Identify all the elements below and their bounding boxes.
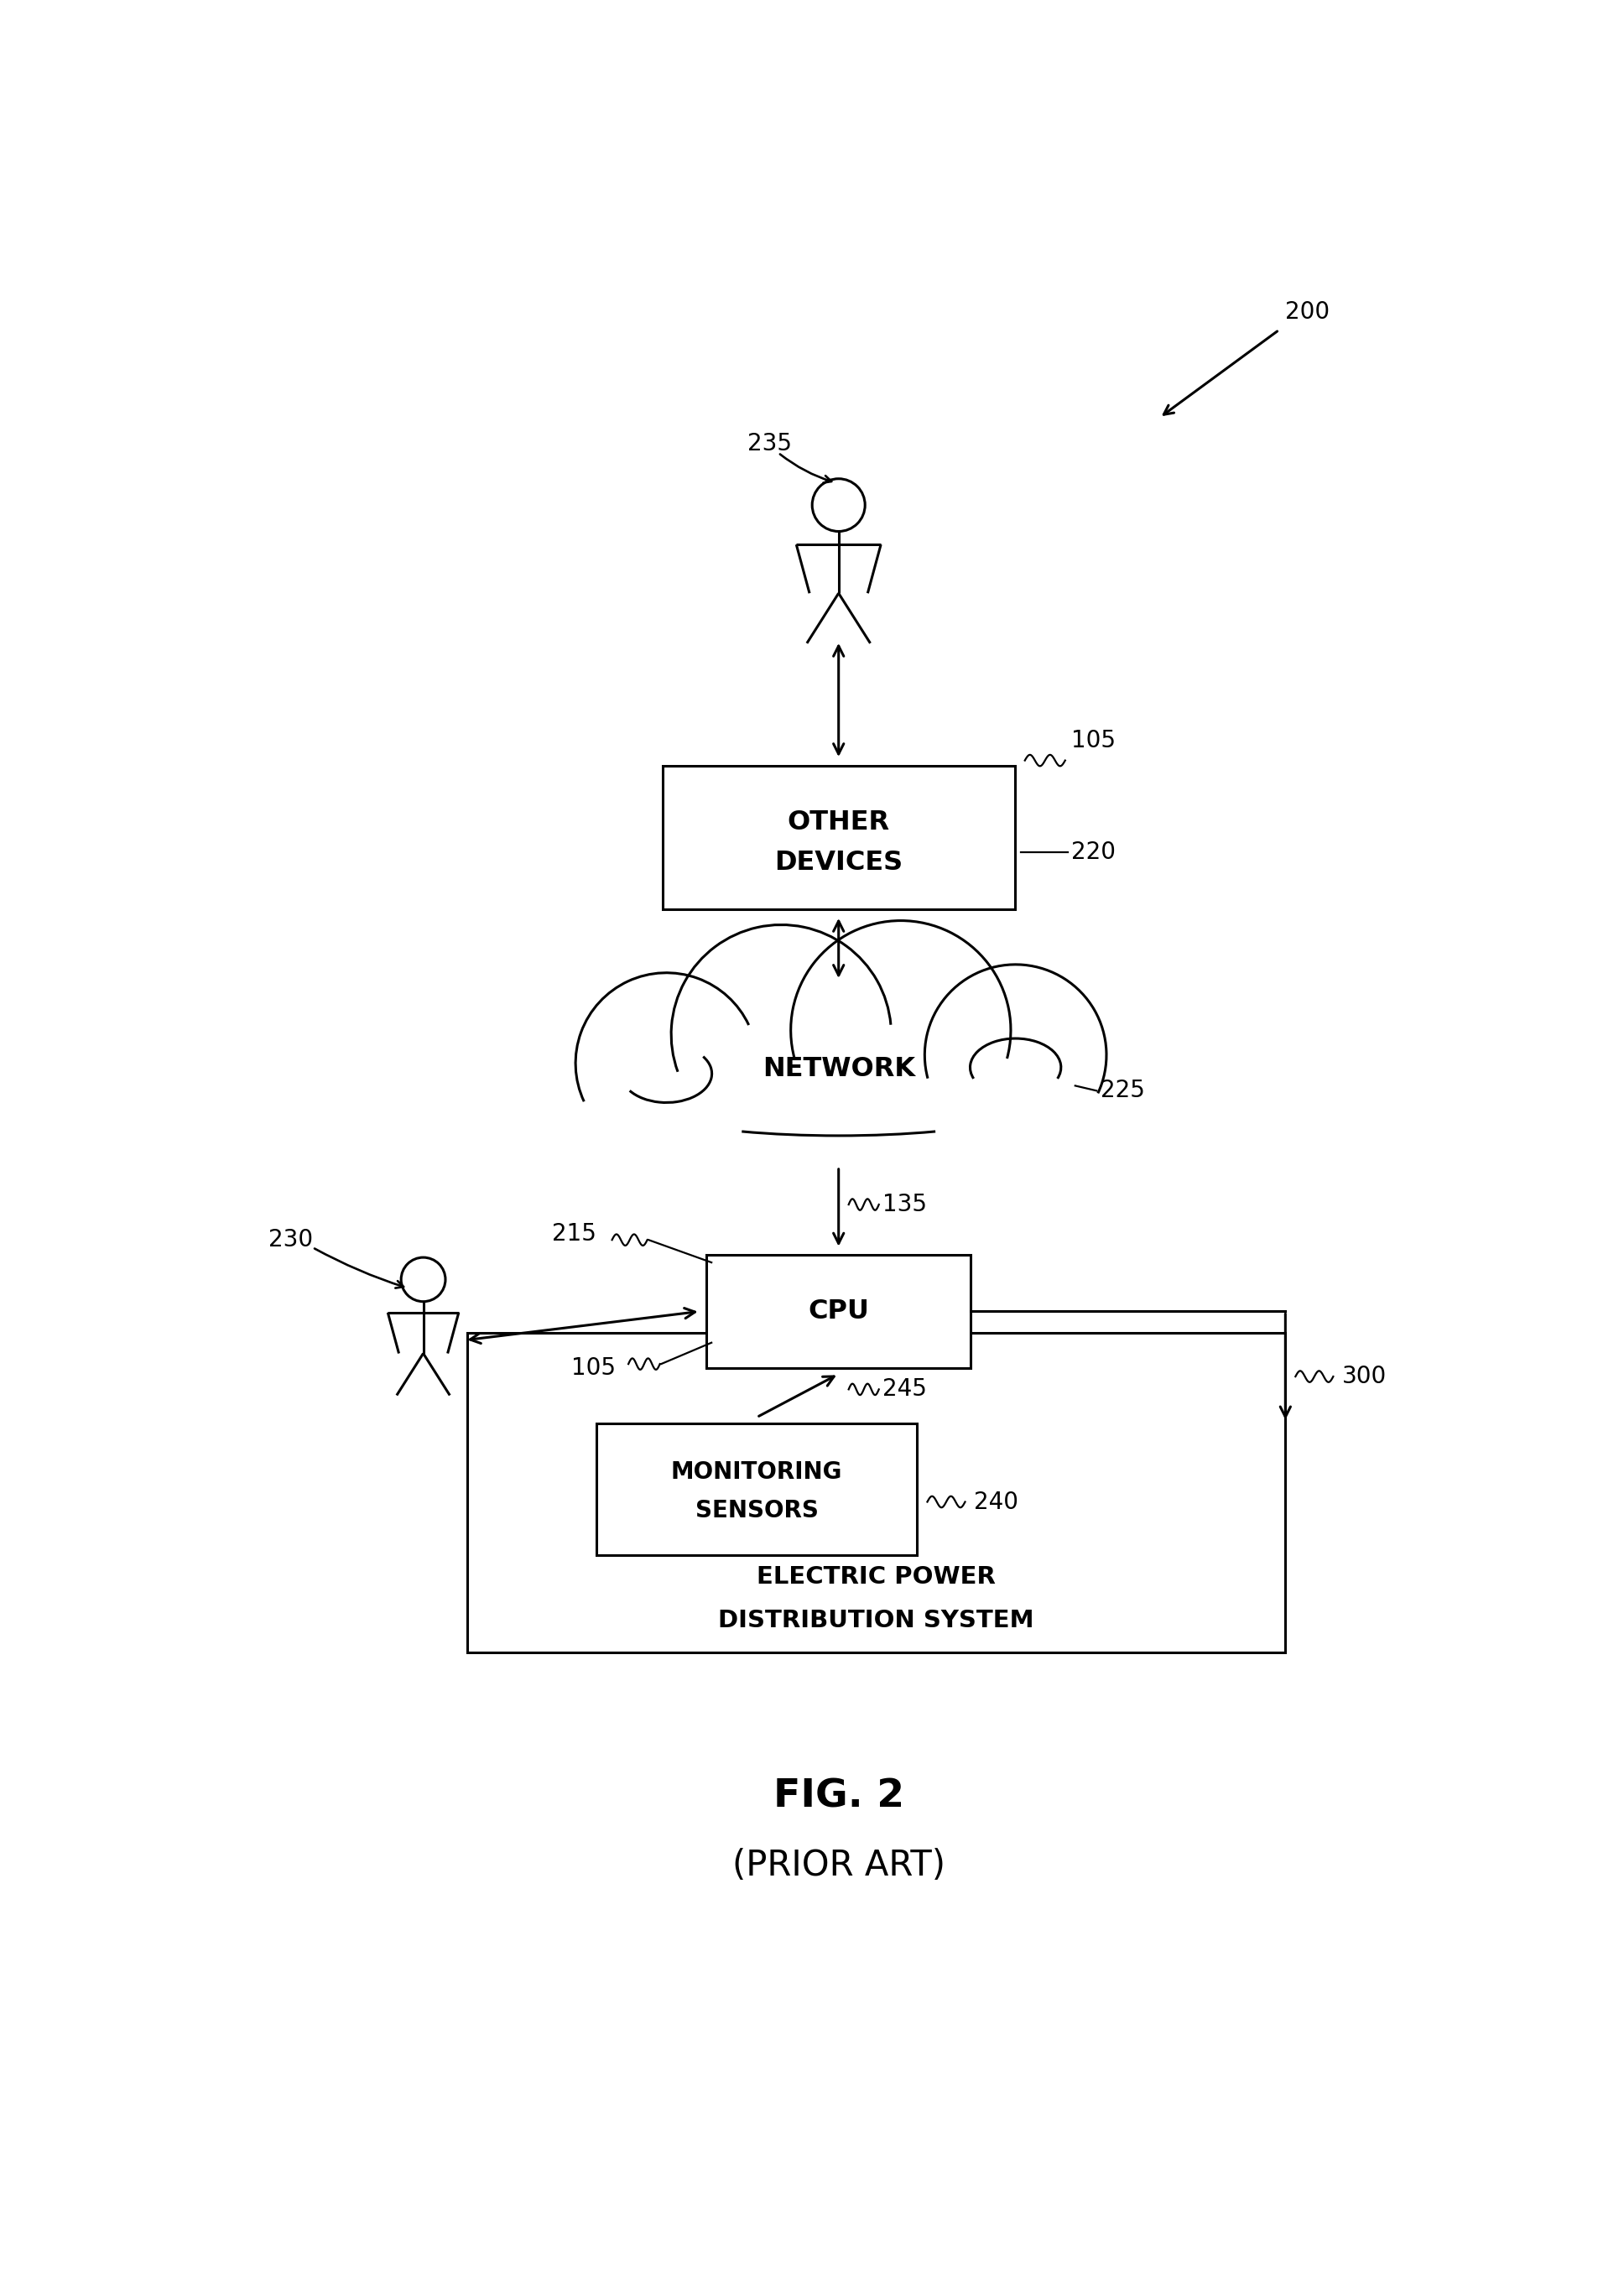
Text: 230: 230 bbox=[270, 1228, 313, 1251]
Text: 200: 200 bbox=[1286, 301, 1330, 324]
Text: 225: 225 bbox=[1101, 1078, 1145, 1103]
Text: (PRIOR ART): (PRIOR ART) bbox=[732, 1848, 945, 1882]
Text: 215: 215 bbox=[552, 1222, 596, 1244]
Text: 105: 105 bbox=[1072, 729, 1116, 752]
Text: 240: 240 bbox=[974, 1490, 1018, 1513]
Text: ELECTRIC POWER: ELECTRIC POWER bbox=[757, 1566, 996, 1588]
Text: 135: 135 bbox=[883, 1192, 927, 1217]
Text: 220: 220 bbox=[1072, 841, 1116, 864]
Text: OTHER: OTHER bbox=[788, 809, 890, 836]
Text: NETWORK: NETWORK bbox=[762, 1057, 914, 1083]
Bar bbox=[663, 766, 1015, 909]
Text: CPU: CPU bbox=[809, 1299, 869, 1324]
Bar bbox=[706, 1256, 971, 1367]
Text: SENSORS: SENSORS bbox=[695, 1500, 818, 1522]
Text: 245: 245 bbox=[883, 1377, 927, 1402]
Text: 300: 300 bbox=[1341, 1365, 1387, 1388]
Text: 105: 105 bbox=[572, 1356, 615, 1379]
Bar bbox=[596, 1424, 918, 1554]
Text: MONITORING: MONITORING bbox=[671, 1461, 843, 1484]
Text: FIG. 2: FIG. 2 bbox=[773, 1778, 905, 1816]
Text: 235: 235 bbox=[747, 431, 791, 456]
Text: DEVICES: DEVICES bbox=[775, 850, 903, 875]
Bar bbox=[468, 1333, 1286, 1652]
Text: DISTRIBUTION SYSTEM: DISTRIBUTION SYSTEM bbox=[718, 1609, 1034, 1632]
